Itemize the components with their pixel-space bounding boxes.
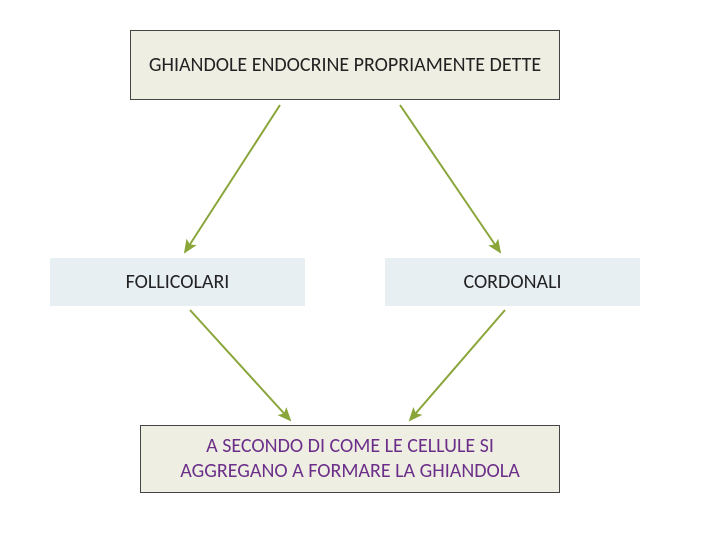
node-top-label: GHIANDOLE ENDOCRINE PROPRIAMENTE DETTE [149, 53, 541, 78]
node-left-label: FOLLICOLARI [126, 270, 230, 295]
node-bottom-label: A SECONDO DI COME LE CELLULE SI AGGREGAN… [151, 434, 549, 484]
node-left: FOLLICOLARI [50, 258, 305, 306]
arrow-left-to-bottom [190, 310, 290, 420]
node-top: GHIANDOLE ENDOCRINE PROPRIAMENTE DETTE [130, 30, 560, 100]
node-bottom: A SECONDO DI COME LE CELLULE SI AGGREGAN… [140, 425, 560, 493]
arrow-right-to-bottom [410, 310, 505, 420]
arrow-top-to-right [400, 105, 500, 252]
arrow-top-to-left [185, 105, 280, 252]
node-right: CORDONALI [385, 258, 640, 306]
node-right-label: CORDONALI [463, 270, 561, 295]
